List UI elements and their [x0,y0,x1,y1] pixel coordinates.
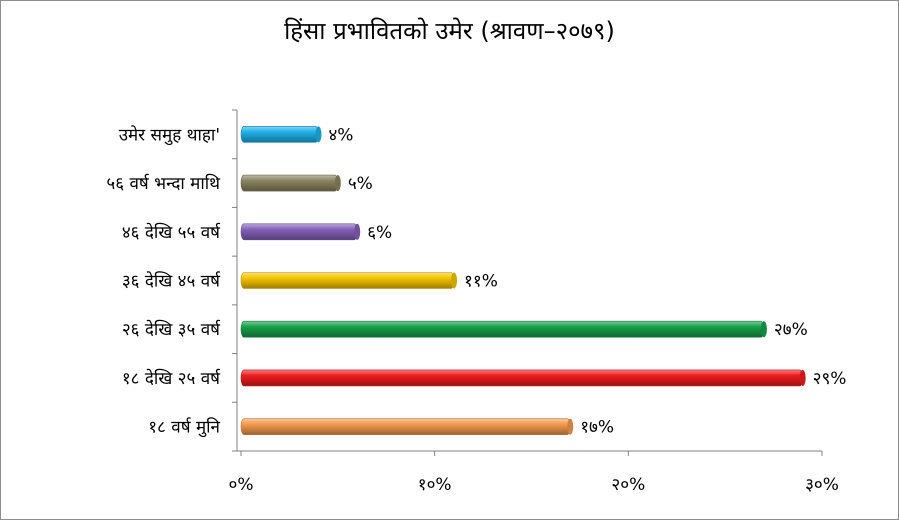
data-label: १७% [580,418,614,438]
bar-end-cap [799,369,806,386]
x-tick-label: २०% [611,475,645,495]
bar-end-cap [354,223,361,240]
data-label: २९% [813,369,847,389]
category-label: उमेर समुह थाहा' [119,124,220,145]
category-label: १८ देखि २५ वर्ष [122,368,221,389]
x-tick-label: ०% [229,475,254,495]
data-label: ५% [348,174,373,194]
bar-end-cap [451,272,458,289]
bar [240,272,455,289]
bar-end-cap [760,321,767,338]
bar-end-cap [334,175,341,192]
bar-end-cap [315,126,322,143]
category-label: १८ वर्ष मुनि [148,417,220,438]
data-label: ११% [464,272,498,292]
bar-end-cap [567,418,574,435]
chart-title: हिंसा प्रभावितको उमेर (श्रावण–२०७९) [284,17,615,45]
data-label: २७% [774,320,808,340]
category-label: २६ देखि ३५ वर्ष [122,319,221,340]
category-label: ५६ वर्ष भन्दा माथि [106,173,221,194]
category-label: ४६ देखि ५५ वर्ष [122,222,221,243]
data-label: ४% [328,125,353,145]
x-tick-label: १०% [418,475,452,495]
bar [240,174,339,192]
bar [240,320,765,338]
data-label: ६% [367,223,392,243]
category-label: ३६ देखि ४५ वर्ष [122,271,221,292]
bar [240,369,803,387]
bar [240,223,358,241]
x-tick-label: ३०% [805,475,839,495]
bar [240,418,571,435]
bar [240,126,319,143]
